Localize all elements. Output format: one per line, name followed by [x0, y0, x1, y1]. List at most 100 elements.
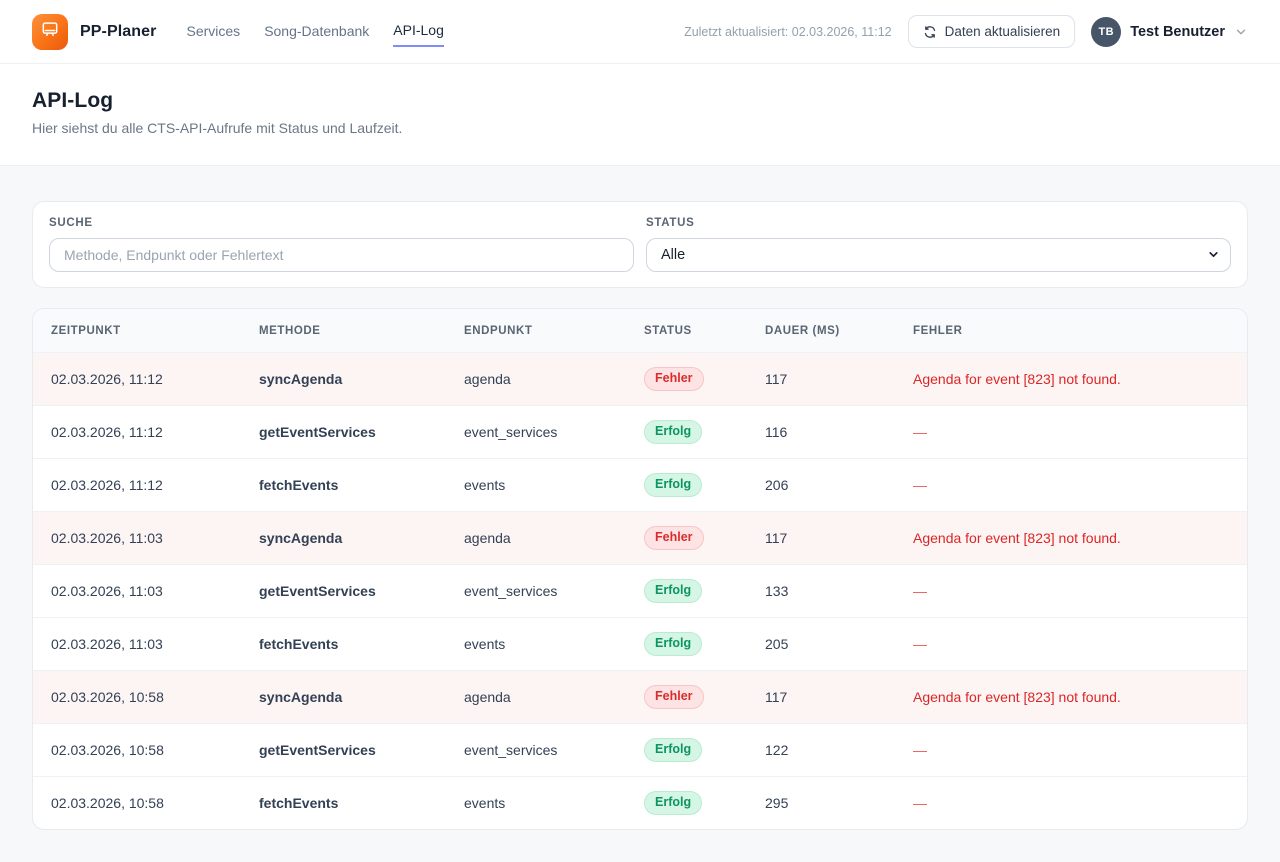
- cell-methode: getEventServices: [241, 723, 446, 777]
- cell-endpunkt: agenda: [446, 670, 626, 724]
- cell-status: Erfolg: [626, 564, 747, 618]
- status-badge: Erfolg: [644, 632, 703, 656]
- cell-methode: syncAgenda: [241, 511, 446, 565]
- cell-zeitpunkt: 02.03.2026, 10:58: [33, 723, 241, 777]
- cell-dauer: 133: [747, 564, 895, 618]
- cell-methode: syncAgenda: [241, 670, 446, 724]
- table-row: 02.03.2026, 10:58 getEventServices event_s…: [33, 723, 1247, 777]
- table-row: 02.03.2026, 10:58 fetchEvents events Erfolg…: [33, 776, 1247, 829]
- column-header: ENDPUNKT: [446, 309, 626, 353]
- column-header: METHODE: [241, 309, 446, 353]
- user-menu[interactable]: TB Test Benutzer: [1091, 16, 1248, 47]
- brand-name: PP-Planer: [80, 22, 157, 40]
- cell-methode: getEventServices: [241, 564, 446, 618]
- cell-endpunkt: event_services: [446, 723, 626, 777]
- column-header: DAUER (MS): [747, 309, 895, 353]
- header-right: Zuletzt aktualisiert: 02.03.2026, 11:12 …: [684, 15, 1248, 48]
- nav-item-services[interactable]: Services: [186, 23, 241, 39]
- api-log-table: ZEITPUNKT METHODE ENDPUNKT STATUS DAUER (MS)…: [33, 309, 1247, 829]
- empty-error-dash: —: [913, 583, 927, 599]
- empty-error-dash: —: [913, 424, 927, 440]
- cell-dauer: 117: [747, 352, 895, 406]
- cell-endpunkt: event_services: [446, 564, 626, 618]
- avatar: TB: [1091, 16, 1122, 47]
- cell-zeitpunkt: 02.03.2026, 11:03: [33, 511, 241, 565]
- cell-fehler: Agenda for event [823] not found.: [895, 511, 1247, 565]
- cell-status: Fehler: [626, 352, 747, 406]
- cell-zeitpunkt: 02.03.2026, 11:12: [33, 405, 241, 459]
- cell-zeitpunkt: 02.03.2026, 10:58: [33, 670, 241, 724]
- status-select[interactable]: Alle: [646, 238, 1231, 272]
- empty-error-dash: —: [913, 636, 927, 652]
- refresh-data-button[interactable]: Daten aktualisieren: [907, 15, 1076, 48]
- cell-methode: fetchEvents: [241, 776, 446, 829]
- cell-status: Erfolg: [626, 405, 747, 459]
- page-head: API-Log Hier siehst du alle CTS-API-Aufr…: [0, 64, 1280, 166]
- cell-dauer: 117: [747, 511, 895, 565]
- cell-status: Fehler: [626, 670, 747, 724]
- cell-fehler: —: [895, 776, 1247, 829]
- status-badge: Erfolg: [644, 738, 703, 762]
- cell-zeitpunkt: 02.03.2026, 11:03: [33, 564, 241, 618]
- cell-status: Fehler: [626, 511, 747, 565]
- user-name: Test Benutzer: [1130, 23, 1225, 40]
- cell-dauer: 122: [747, 723, 895, 777]
- refresh-button-label: Daten aktualisieren: [944, 24, 1061, 39]
- nav-item-api-log[interactable]: API-Log: [393, 16, 444, 47]
- table-row: 02.03.2026, 11:12 syncAgenda agenda Fehler 1…: [33, 352, 1247, 406]
- cell-zeitpunkt: 02.03.2026, 11:12: [33, 458, 241, 512]
- page-title: API-Log: [32, 89, 114, 112]
- api-log-table-card: ZEITPUNKT METHODE ENDPUNKT STATUS DAUER (MS)…: [32, 308, 1248, 830]
- status-label: STATUS: [646, 217, 695, 229]
- search-field-group: SUCHE: [49, 217, 634, 272]
- cell-fehler: —: [895, 617, 1247, 671]
- error-message: Agenda for event [823] not found.: [913, 371, 1121, 387]
- cell-methode: fetchEvents: [241, 617, 446, 671]
- table-row: 02.03.2026, 10:58 syncAgenda agenda Fehler 1…: [33, 670, 1247, 724]
- empty-error-dash: —: [913, 742, 927, 758]
- table-header-row: ZEITPUNKT METHODE ENDPUNKT STATUS DAUER (MS)…: [33, 309, 1247, 353]
- cell-status: Erfolg: [626, 617, 747, 671]
- cell-endpunkt: agenda: [446, 511, 626, 565]
- search-input[interactable]: [49, 238, 634, 272]
- status-badge: Erfolg: [644, 579, 703, 603]
- cell-zeitpunkt: 02.03.2026, 11:03: [33, 617, 241, 671]
- page-subtitle: Hier siehst du alle CTS-API-Aufrufe mit …: [32, 120, 403, 136]
- cell-methode: fetchEvents: [241, 458, 446, 512]
- status-badge: Erfolg: [644, 473, 703, 497]
- table-row: 02.03.2026, 11:03 syncAgenda agenda Fehler 1…: [33, 511, 1247, 565]
- empty-error-dash: —: [913, 477, 927, 493]
- table-body: 02.03.2026, 11:12 syncAgenda agenda Fehler 1…: [33, 352, 1247, 829]
- nav-item-song-datenbank[interactable]: Song-Datenbank: [264, 23, 370, 39]
- cell-fehler: Agenda for event [823] not found.: [895, 670, 1247, 724]
- column-header: FEHLER: [895, 309, 1247, 353]
- cell-fehler: —: [895, 405, 1247, 459]
- status-badge: Fehler: [644, 685, 704, 709]
- table-row: 02.03.2026, 11:12 fetchEvents events Erfolg…: [33, 458, 1247, 512]
- refresh-icon: [923, 25, 937, 39]
- cell-fehler: —: [895, 564, 1247, 618]
- cell-endpunkt: events: [446, 458, 626, 512]
- table-row: 02.03.2026, 11:03 fetchEvents events Erfolg…: [33, 617, 1247, 671]
- status-field-group: STATUS Alle: [646, 217, 1231, 272]
- cell-endpunkt: event_services: [446, 405, 626, 459]
- table-row: 02.03.2026, 11:12 getEventServices event_s…: [33, 405, 1247, 459]
- cell-zeitpunkt: 02.03.2026, 10:58: [33, 776, 241, 829]
- status-badge: Erfolg: [644, 791, 703, 815]
- cell-dauer: 117: [747, 670, 895, 724]
- empty-error-dash: —: [913, 795, 927, 811]
- cell-status: Erfolg: [626, 723, 747, 777]
- app-header: PP-Planer Services Song-Datenbank API-Lo…: [0, 0, 1280, 64]
- cell-status: Erfolg: [626, 776, 747, 829]
- error-message: Agenda for event [823] not found.: [913, 689, 1121, 705]
- cell-endpunkt: events: [446, 617, 626, 671]
- cell-dauer: 295: [747, 776, 895, 829]
- chevron-down-icon: [1234, 25, 1248, 39]
- filter-card: SUCHE STATUS Alle: [32, 201, 1248, 288]
- presentation-board-icon: [40, 19, 60, 44]
- last-updated-text: Zuletzt aktualisiert: 02.03.2026, 11:12: [684, 24, 892, 39]
- cell-endpunkt: events: [446, 776, 626, 829]
- column-header: ZEITPUNKT: [33, 309, 241, 353]
- cell-fehler: Agenda for event [823] not found.: [895, 352, 1247, 406]
- cell-endpunkt: agenda: [446, 352, 626, 406]
